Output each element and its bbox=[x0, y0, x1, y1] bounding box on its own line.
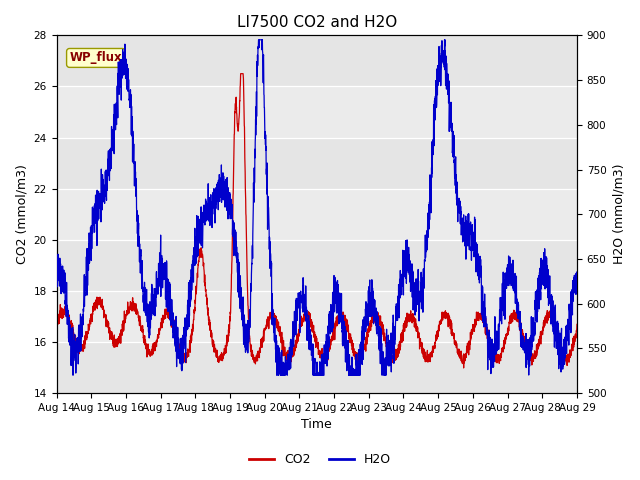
Legend: CO2, H2O: CO2, H2O bbox=[244, 448, 396, 471]
Bar bbox=[56, 189, 577, 240]
X-axis label: Time: Time bbox=[301, 419, 332, 432]
Bar bbox=[56, 291, 577, 342]
Bar bbox=[56, 86, 577, 138]
Title: LI7500 CO2 and H2O: LI7500 CO2 and H2O bbox=[237, 15, 397, 30]
Y-axis label: H2O (mmol/m3): H2O (mmol/m3) bbox=[612, 164, 625, 264]
Y-axis label: CO2 (mmol/m3): CO2 (mmol/m3) bbox=[15, 164, 28, 264]
Text: WP_flux: WP_flux bbox=[70, 51, 122, 64]
